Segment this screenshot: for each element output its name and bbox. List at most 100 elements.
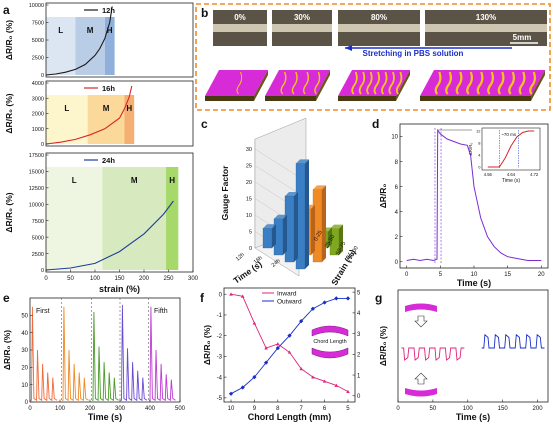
tick-label: 30 xyxy=(21,348,28,354)
region-label: L xyxy=(64,104,69,113)
inset-tick-label: 0 xyxy=(478,165,481,170)
tick-label: 150 xyxy=(498,406,509,412)
slab-side xyxy=(420,96,531,101)
inset-line xyxy=(487,130,535,168)
tick-label: 0-25 xyxy=(313,230,324,243)
gridline xyxy=(254,247,300,277)
panel-g: 0 50 100 150 200 ΔR/R₀ (%) Time (s) xyxy=(378,289,549,422)
strain-label: 0% xyxy=(234,13,246,22)
crack xyxy=(466,71,473,95)
region-label: H xyxy=(107,26,113,35)
region-label: M xyxy=(131,176,138,185)
data-point xyxy=(311,375,315,379)
bar-top xyxy=(274,214,287,219)
strain-curve xyxy=(45,85,133,145)
tick-label: 7 xyxy=(300,406,304,412)
tick-label: 15 xyxy=(246,197,252,203)
tick-label: 5 xyxy=(249,230,252,236)
tick-label: 50 xyxy=(67,276,74,282)
series-line xyxy=(230,297,348,395)
tick-label: 300 xyxy=(115,406,126,412)
strain-label: 30% xyxy=(294,13,310,22)
tick-label: 0 xyxy=(249,246,252,252)
x-axis-label: Time (s) xyxy=(457,278,491,288)
cycle-line xyxy=(62,306,89,402)
schematic-slab xyxy=(205,70,268,96)
data-point xyxy=(228,391,234,396)
inset-x-label: Time (s) xyxy=(502,178,520,184)
tick-label: 4 xyxy=(395,210,399,216)
scale-bar-label: 5mm xyxy=(513,33,532,42)
tick-label: 30 xyxy=(246,147,252,153)
dashed-border xyxy=(195,3,551,111)
tick-label: 10 xyxy=(21,383,28,389)
crack xyxy=(366,71,373,95)
crack xyxy=(351,71,358,95)
tick-label: 0 xyxy=(44,276,48,282)
data-point xyxy=(310,306,316,311)
panel-label: b xyxy=(201,6,208,20)
legend-label: 16h xyxy=(102,84,115,93)
inset-frame xyxy=(481,127,541,171)
crack xyxy=(381,71,388,95)
arrow-head xyxy=(345,45,352,51)
crack xyxy=(476,71,484,95)
data-point xyxy=(345,296,351,301)
tick-label: 24h xyxy=(271,258,282,269)
bending-response xyxy=(481,333,545,349)
crack xyxy=(497,71,505,95)
panel-d: 0 2 4 6 8 10 0 5 10 15 20 ΔR/R₀ Time (s) ~70 ms 4.56 4.… xyxy=(378,123,549,288)
tick-label: 15 xyxy=(504,272,511,278)
panel-label: e xyxy=(3,291,10,305)
inset-tick-label: 8 xyxy=(478,141,481,146)
bar-side xyxy=(294,192,298,262)
crack xyxy=(388,71,395,95)
tick-label: 0 xyxy=(396,406,400,412)
tick-label: 17500 xyxy=(29,153,44,159)
crack xyxy=(314,71,321,95)
data-point xyxy=(229,292,233,296)
tick-label: -2 xyxy=(217,334,223,340)
region-band xyxy=(87,95,125,144)
region-band xyxy=(124,95,135,144)
tick-label: 0 xyxy=(28,406,32,412)
y-axis-label: ΔR/R₀ (%) xyxy=(202,325,212,365)
tick-label: 0 xyxy=(357,394,361,400)
tick-label: 150 xyxy=(114,276,125,282)
tick-label: 20 xyxy=(538,272,545,278)
tick-label: 3 xyxy=(357,332,361,338)
data-point xyxy=(287,333,292,338)
inset-tick-label: 4.56 xyxy=(484,172,493,177)
slab-side xyxy=(316,70,330,101)
region-label: H xyxy=(126,104,132,113)
bar-side xyxy=(311,204,315,255)
tick-label: 200 xyxy=(139,276,150,282)
bar-side xyxy=(272,224,276,248)
panel-b: 0% 30% 80% 130% 5mm Stretching in PBS solutio… xyxy=(195,3,551,111)
bar-top xyxy=(285,192,298,196)
inset-y-label: ΔR/R₀ xyxy=(468,143,473,156)
cycle-label: Fifth xyxy=(154,308,168,315)
data-point xyxy=(252,321,257,325)
tick-label: 250 xyxy=(163,276,174,282)
data-point xyxy=(240,385,245,390)
data-point xyxy=(263,360,269,365)
tick-label: 2500 xyxy=(32,252,44,258)
tick-label: 10 xyxy=(391,135,398,141)
cycle-line xyxy=(30,306,58,402)
tick-label: -5 xyxy=(217,396,223,402)
tick-label: 8 xyxy=(395,160,399,166)
tick-label: 10000 xyxy=(29,202,44,208)
legend-label: Inward xyxy=(277,291,297,298)
crack xyxy=(487,71,494,95)
crack xyxy=(529,71,536,95)
response-line xyxy=(406,128,542,262)
bent-film xyxy=(311,325,349,337)
inset-annotation: ~70 ms xyxy=(501,132,517,137)
bar-top xyxy=(330,224,343,229)
region-label: M xyxy=(87,26,94,35)
tick-label: 50 xyxy=(21,314,28,320)
tick-label: 15000 xyxy=(29,170,44,176)
inset-tick-label: 4.64 xyxy=(507,172,516,177)
